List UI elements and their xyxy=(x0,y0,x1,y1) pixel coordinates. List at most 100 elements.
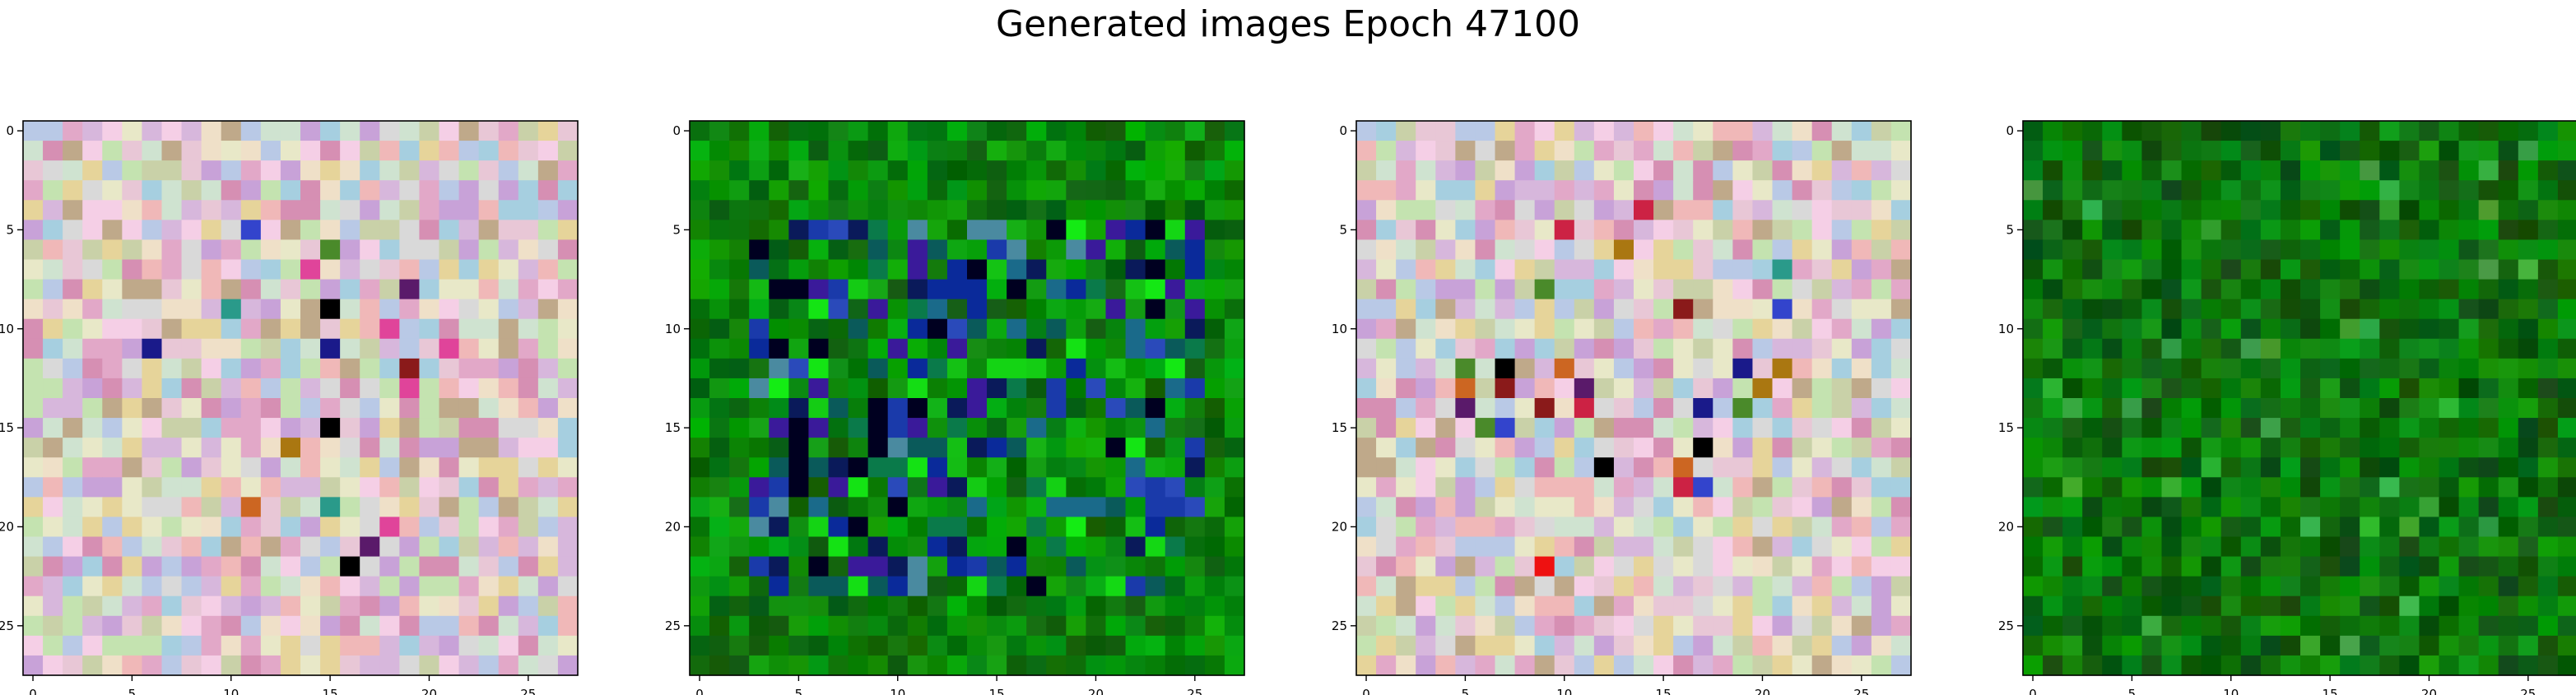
pixel-cell xyxy=(360,160,380,181)
pixel-cell xyxy=(1455,517,1476,538)
pixel-cell xyxy=(729,259,750,280)
pixel-cell xyxy=(2557,438,2576,458)
pixel-cell xyxy=(1514,338,1536,359)
pixel-cell xyxy=(1713,180,1733,201)
pixel-cell xyxy=(2399,378,2420,399)
pixel-cell xyxy=(2260,635,2281,656)
pixel-cell xyxy=(557,398,579,419)
pixel-cell xyxy=(1007,358,1027,379)
pixel-cell xyxy=(557,595,579,617)
pixel-cell xyxy=(2260,121,2281,141)
pixel-cell xyxy=(769,556,789,577)
pixel-cell xyxy=(808,457,830,478)
pixel-cell xyxy=(280,595,301,617)
pixel-cell xyxy=(2518,200,2539,220)
pixel-cell xyxy=(2439,517,2460,538)
pixel-cell xyxy=(201,595,222,617)
pixel-cell xyxy=(1890,576,1912,597)
pixel-cell xyxy=(1184,418,1206,438)
pixel-cell xyxy=(1693,635,1713,656)
pixel-cell xyxy=(320,536,341,558)
pixel-cell xyxy=(201,536,222,558)
pixel-cell xyxy=(1772,318,1793,340)
pixel-cell xyxy=(927,477,948,498)
pixel-cell xyxy=(102,358,123,379)
pixel-cell xyxy=(690,259,710,280)
pixel-cell xyxy=(907,239,928,261)
pixel-cell xyxy=(828,220,849,241)
pixel-cell xyxy=(1416,457,1436,478)
pixel-cell xyxy=(1356,556,1377,577)
pixel-cell xyxy=(828,438,849,458)
pixel-cell xyxy=(1184,655,1206,676)
pixel-cell xyxy=(161,338,183,359)
pixel-cell xyxy=(2082,457,2103,478)
pixel-cell xyxy=(43,259,63,280)
pixel-cell xyxy=(1416,141,1436,161)
pixel-cell xyxy=(1455,378,1476,399)
pixel-cell xyxy=(240,299,262,320)
pixel-cell xyxy=(1086,358,1107,379)
pixel-cell xyxy=(122,635,143,656)
pixel-cell xyxy=(2062,160,2083,181)
pixel-cell xyxy=(848,299,869,320)
pixel-cell xyxy=(2360,259,2380,280)
pixel-cell xyxy=(399,279,421,300)
pixel-cell xyxy=(1125,259,1146,280)
pixel-cell xyxy=(867,655,889,676)
pixel-cell xyxy=(2122,536,2143,558)
pixel-cell xyxy=(1204,358,1225,379)
pixel-cell xyxy=(2458,398,2480,419)
pixel-cell xyxy=(2062,655,2083,676)
pixel-cell xyxy=(749,141,770,161)
pixel-cell xyxy=(1574,160,1595,181)
pixel-cell xyxy=(2458,576,2480,597)
pixel-cell xyxy=(360,438,380,458)
pixel-cell xyxy=(1871,517,1892,538)
pixel-cell xyxy=(2537,418,2559,438)
pixel-cell xyxy=(1125,497,1146,518)
pixel-cell xyxy=(458,517,480,538)
pixel-cell xyxy=(2023,239,2044,261)
pixel-cell xyxy=(1495,239,1516,261)
pixel-cell xyxy=(2537,497,2559,518)
pixel-cell xyxy=(221,160,242,181)
pixel-cell xyxy=(2320,259,2341,280)
pixel-cell xyxy=(2102,556,2123,577)
pixel-cell xyxy=(43,358,63,379)
pixel-cell xyxy=(1673,378,1694,399)
pixel-cell xyxy=(2557,418,2576,438)
pixel-cell xyxy=(1396,655,1416,676)
pixel-cell xyxy=(1046,517,1067,538)
pixel-cell xyxy=(1184,398,1206,419)
pixel-cell xyxy=(1634,338,1654,359)
pixel-cell xyxy=(1811,457,1833,478)
pixel-cell xyxy=(2201,438,2222,458)
pixel-cell xyxy=(1495,279,1516,300)
pixel-cell xyxy=(221,299,242,320)
pixel-cell xyxy=(2043,536,2063,558)
pixel-cell xyxy=(2280,220,2301,241)
x-tick-label: 20 xyxy=(1755,687,1770,695)
pixel-cell xyxy=(1376,160,1397,181)
pixel-cell xyxy=(82,576,103,597)
pixel-cell xyxy=(23,556,44,577)
pixel-cell xyxy=(1416,556,1436,577)
pixel-cell xyxy=(1772,200,1793,220)
pixel-cell xyxy=(240,438,262,458)
pixel-cell xyxy=(1653,457,1674,478)
pixel-cell xyxy=(23,497,44,518)
pixel-cell xyxy=(439,378,460,399)
pixel-cell xyxy=(2240,338,2262,359)
pixel-cell xyxy=(1416,517,1436,538)
pixel-cell xyxy=(360,418,380,438)
pixel-cell xyxy=(518,536,539,558)
pixel-cell xyxy=(788,279,810,300)
pixel-cell xyxy=(557,180,579,201)
pixel-cell xyxy=(518,398,539,419)
pixel-cell xyxy=(1613,438,1634,458)
pixel-cell xyxy=(1732,536,1754,558)
pixel-cell xyxy=(967,141,988,161)
pixel-cell xyxy=(1811,635,1833,656)
pixel-cell xyxy=(1890,477,1912,498)
